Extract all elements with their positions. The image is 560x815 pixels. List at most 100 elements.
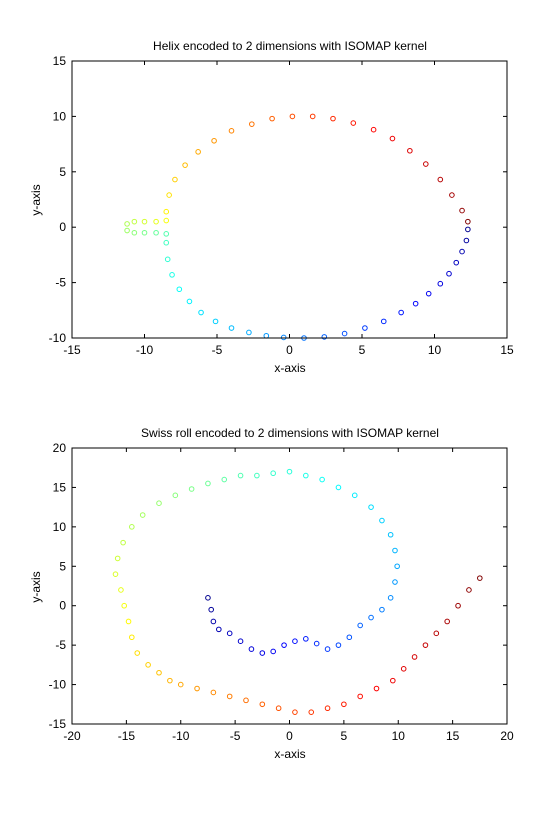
data-point <box>422 642 429 648</box>
data-point <box>139 512 146 518</box>
data-point <box>156 669 162 676</box>
data-point <box>270 470 276 477</box>
data-point <box>351 492 358 499</box>
data-point <box>259 650 266 656</box>
data-point <box>210 689 217 696</box>
data-point <box>330 115 336 122</box>
data-point <box>465 218 471 225</box>
data-point <box>380 318 387 325</box>
data-point <box>425 290 432 297</box>
data-point <box>346 634 353 641</box>
y-tick-label: 15 <box>53 54 67 68</box>
data-point <box>423 161 429 167</box>
swiss-roll-y-axis-label: y-axis <box>29 571 43 602</box>
swiss-roll-x-axis-label: x-axis <box>274 747 305 761</box>
swiss-roll-chart-title: Swiss roll encoded to 2 dimensions with … <box>141 426 439 440</box>
data-point <box>176 286 183 293</box>
data-point <box>195 149 201 155</box>
data-point <box>172 492 179 499</box>
data-point <box>237 638 244 645</box>
data-point <box>194 685 200 692</box>
y-tick-label: -10 <box>49 331 67 345</box>
data-point <box>210 618 217 625</box>
data-point <box>324 705 331 712</box>
helix-y-axis-label: y-axis <box>29 184 43 215</box>
data-point <box>437 280 444 287</box>
data-point <box>281 642 287 648</box>
data-point <box>131 229 138 236</box>
data-point <box>392 579 398 585</box>
data-point <box>390 677 396 684</box>
data-point <box>392 547 398 554</box>
data-point <box>463 237 470 244</box>
data-point <box>368 504 374 510</box>
data-point <box>341 330 348 337</box>
x-tick-label: 0 <box>286 343 293 357</box>
data-point <box>357 622 363 629</box>
x-tick-label: -20 <box>63 729 81 743</box>
x-tick-label: 10 <box>428 343 442 357</box>
x-tick-label: 10 <box>392 729 406 743</box>
data-point <box>387 531 394 538</box>
data-point <box>433 630 440 637</box>
x-tick-label: -10 <box>136 343 154 357</box>
y-tick-label: 0 <box>59 599 66 613</box>
data-point <box>477 575 483 581</box>
data-point <box>437 176 444 183</box>
data-point <box>208 606 214 613</box>
data-point <box>237 472 244 479</box>
helix-x-axis-label: x-axis <box>274 361 305 375</box>
data-point <box>303 472 309 479</box>
data-point <box>243 697 249 704</box>
helix-plot-frame <box>71 60 508 339</box>
data-point <box>125 618 132 625</box>
data-point <box>156 500 162 507</box>
y-tick-label: 5 <box>59 165 66 179</box>
data-point <box>198 309 204 316</box>
x-tick-label: -15 <box>118 729 136 743</box>
data-point <box>455 602 461 609</box>
y-tick-label: 10 <box>53 109 67 123</box>
data-point <box>309 113 316 120</box>
data-point <box>394 563 400 570</box>
data-point <box>172 176 178 183</box>
helix-points <box>124 113 471 341</box>
data-point <box>153 218 159 225</box>
data-point <box>280 334 287 341</box>
y-tick-label: -10 <box>49 678 67 692</box>
data-point <box>465 226 471 233</box>
data-point <box>124 221 130 227</box>
helix-chart-title: Helix encoded to 2 dimensions with ISOMA… <box>153 39 427 53</box>
data-point <box>221 476 228 483</box>
data-point <box>308 709 315 715</box>
x-tick-label: 5 <box>341 729 348 743</box>
data-point <box>379 517 385 524</box>
y-tick-label: 15 <box>53 480 67 494</box>
data-point <box>205 595 211 601</box>
data-point <box>169 272 175 278</box>
swiss-roll-chart: Swiss roll encoded to 2 dimensions with … <box>29 426 514 761</box>
x-tick-label: -10 <box>172 729 190 743</box>
data-point <box>121 602 127 609</box>
data-point <box>153 229 159 236</box>
data-point <box>141 218 148 225</box>
data-point <box>134 650 141 656</box>
data-point <box>350 120 357 126</box>
y-tick-label: -5 <box>55 638 66 652</box>
data-point <box>357 693 363 700</box>
data-point <box>163 231 170 237</box>
x-tick-label: 20 <box>500 729 514 743</box>
data-point <box>313 640 320 647</box>
data-point <box>182 162 188 168</box>
data-point <box>163 217 170 224</box>
data-point <box>398 309 404 316</box>
x-tick-label: -5 <box>230 729 241 743</box>
data-point <box>319 476 325 483</box>
data-point <box>286 468 293 475</box>
data-point <box>324 646 331 652</box>
x-tick-label: 15 <box>446 729 460 743</box>
data-point <box>400 666 407 672</box>
data-point <box>289 113 296 120</box>
data-point <box>362 325 368 331</box>
data-point <box>466 587 472 593</box>
